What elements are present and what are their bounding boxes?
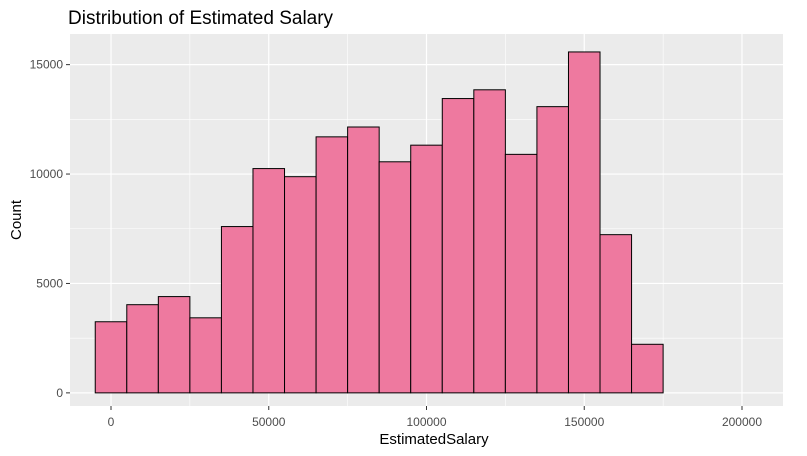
histogram-bar	[441, 98, 475, 394]
x-tick-label: 0	[108, 415, 115, 429]
histogram-bar	[189, 317, 222, 394]
x-axis-title: EstimatedSalary	[379, 431, 489, 448]
y-axis-title: Count	[8, 199, 25, 240]
y-tick-label: 5000	[36, 276, 63, 290]
histogram-bar	[378, 161, 412, 394]
y-tick-label: 15000	[30, 58, 64, 72]
x-tick-label: 150000	[564, 415, 604, 429]
histogram-bar	[599, 234, 633, 394]
histogram-bar	[157, 296, 191, 394]
histogram-bar	[631, 343, 664, 394]
x-axis-ticks: 0 50000 100000 150000 200000	[108, 406, 762, 429]
x-tick-label: 100000	[406, 415, 446, 429]
histogram-bar	[315, 136, 349, 394]
chart-title: Distribution of Estimated Salary	[68, 8, 334, 29]
histogram-bar	[220, 226, 254, 394]
x-tick-label: 200000	[722, 415, 762, 429]
y-axis-ticks: 0 5000 10000 15000	[30, 58, 70, 400]
histogram-bars	[94, 51, 664, 394]
histogram-bar	[473, 89, 506, 394]
histogram-bar	[410, 144, 443, 394]
histogram-bar	[284, 176, 317, 394]
histogram-bar	[94, 321, 128, 394]
histogram-bar	[536, 106, 569, 394]
histogram-bar	[504, 153, 538, 394]
y-tick-label: 10000	[30, 167, 64, 181]
histogram-bar	[126, 304, 159, 394]
histogram-bar	[252, 168, 286, 394]
histogram-bar	[567, 51, 601, 394]
histogram-bar	[347, 126, 380, 394]
y-tick-label: 0	[56, 386, 63, 400]
x-tick-label: 50000	[252, 415, 286, 429]
